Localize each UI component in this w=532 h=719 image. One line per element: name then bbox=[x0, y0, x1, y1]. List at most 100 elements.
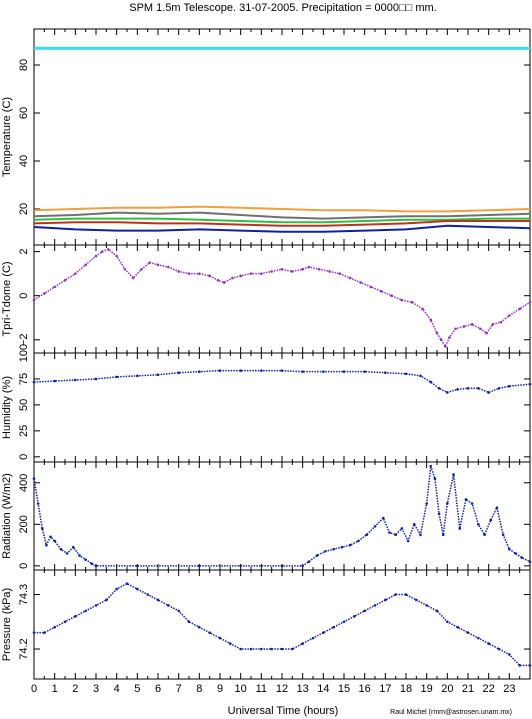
data-point bbox=[115, 254, 118, 258]
data-point bbox=[32, 631, 36, 634]
data-point bbox=[94, 604, 98, 607]
data-point bbox=[187, 272, 191, 275]
y-tick-label: 74.2 bbox=[18, 638, 30, 659]
data-point bbox=[340, 545, 344, 549]
data-point bbox=[518, 307, 521, 311]
data-point bbox=[32, 298, 36, 302]
data-point bbox=[487, 391, 490, 394]
y-tick-label: −2 bbox=[18, 334, 30, 347]
data-point bbox=[322, 631, 325, 634]
chart-credit: Raul Michel (rmm@astrosen.unam.mx) bbox=[390, 709, 512, 716]
series-trace-blue bbox=[34, 582, 530, 667]
data-point bbox=[216, 278, 220, 282]
data-point bbox=[369, 285, 373, 289]
data-point bbox=[429, 318, 433, 322]
data-point bbox=[71, 545, 75, 549]
data-point bbox=[270, 270, 273, 273]
data-point bbox=[291, 647, 294, 651]
data-point bbox=[446, 620, 449, 624]
data-point bbox=[518, 664, 521, 667]
data-point bbox=[495, 506, 499, 509]
series-line-green bbox=[33, 217, 530, 224]
data-point bbox=[291, 270, 294, 273]
x-tick-label: 7 bbox=[176, 683, 182, 695]
data-point bbox=[146, 593, 149, 596]
data-point bbox=[404, 593, 408, 596]
data-point bbox=[477, 523, 480, 526]
data-point bbox=[148, 261, 152, 264]
data-point bbox=[53, 539, 56, 543]
data-point bbox=[406, 539, 410, 543]
data-point bbox=[419, 533, 422, 536]
data-point bbox=[456, 625, 459, 629]
data-point bbox=[90, 562, 94, 566]
data-point bbox=[260, 272, 263, 275]
data-point bbox=[63, 620, 67, 624]
panel-frame bbox=[33, 461, 531, 571]
y-axis-label: Pressure (kPa) bbox=[1, 588, 13, 661]
data-point bbox=[94, 377, 98, 381]
data-point bbox=[425, 604, 428, 607]
data-point bbox=[328, 270, 331, 273]
data-point bbox=[400, 527, 404, 530]
x-tick-label: 13 bbox=[297, 683, 309, 695]
y-tick-label: 400 bbox=[18, 474, 30, 492]
data-point bbox=[36, 502, 40, 505]
series-trace-purple bbox=[33, 248, 531, 348]
y-tick-label: 100 bbox=[18, 344, 30, 362]
data-point bbox=[452, 473, 455, 476]
data-point bbox=[123, 267, 127, 271]
data-point bbox=[332, 625, 335, 629]
y-tick-label: 20 bbox=[18, 203, 30, 215]
x-tick-label: 4 bbox=[114, 683, 120, 695]
panel-3: 0 25 50 75 100 Humidity (%) bbox=[1, 344, 532, 463]
data-point bbox=[419, 374, 422, 378]
data-point bbox=[491, 323, 495, 326]
data-point bbox=[357, 539, 360, 543]
data-point bbox=[489, 518, 493, 522]
data-point bbox=[222, 281, 226, 284]
x-tick-label: 21 bbox=[462, 683, 474, 695]
data-point bbox=[458, 527, 462, 530]
data-point bbox=[32, 477, 36, 480]
x-tick-label: 9 bbox=[217, 683, 223, 695]
data-point bbox=[429, 380, 433, 384]
y-tick-label: 80 bbox=[18, 59, 30, 71]
data-point bbox=[49, 535, 52, 539]
data-point bbox=[74, 378, 77, 382]
data-point bbox=[404, 372, 408, 376]
data-point bbox=[136, 564, 139, 568]
data-point bbox=[94, 564, 98, 568]
data-point bbox=[115, 587, 118, 591]
data-point bbox=[466, 631, 470, 634]
data-point bbox=[365, 533, 369, 536]
data-point bbox=[429, 464, 433, 468]
data-point bbox=[454, 327, 457, 331]
data-point bbox=[470, 502, 474, 505]
x-tick-label: 23 bbox=[503, 683, 515, 695]
panel-4: 0 200 400 Radiation (W/m2) bbox=[1, 461, 532, 571]
data-point bbox=[508, 314, 511, 317]
data-point bbox=[348, 543, 352, 547]
x-tick-label: 15 bbox=[338, 683, 350, 695]
y-tick-label: 0 bbox=[18, 454, 30, 460]
x-tick-label: 6 bbox=[155, 683, 161, 695]
y-axis-label: Tpri-Tdome (C) bbox=[1, 261, 13, 336]
x-tick-label: 0 bbox=[31, 683, 37, 695]
panel-2: −2 0 2 Tpri-Tdome (C) bbox=[1, 244, 532, 354]
data-point bbox=[218, 636, 222, 640]
data-point bbox=[379, 289, 383, 293]
data-point bbox=[53, 625, 56, 629]
data-point bbox=[415, 598, 418, 602]
data-point bbox=[373, 525, 377, 528]
data-point bbox=[348, 276, 352, 280]
data-point bbox=[528, 560, 532, 563]
x-tick-label: 16 bbox=[359, 683, 371, 695]
data-point bbox=[448, 336, 451, 339]
data-point bbox=[301, 370, 304, 373]
data-point bbox=[317, 267, 321, 271]
data-point bbox=[301, 564, 304, 568]
x-tick-label: 11 bbox=[256, 683, 267, 695]
